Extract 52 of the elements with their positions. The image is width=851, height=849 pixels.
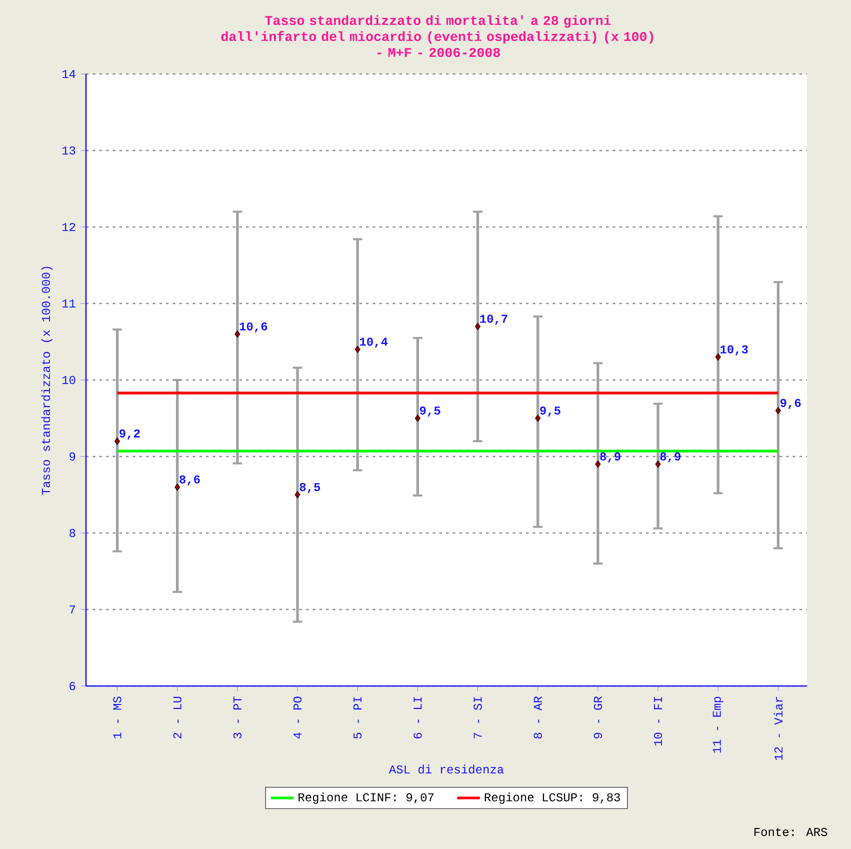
y-tick-label: 14 [62, 70, 76, 78]
x-tick-label: 6 - LI [414, 697, 422, 738]
point [354, 346, 360, 353]
x-tick-label: 2 - LU [173, 696, 182, 738]
point [715, 353, 721, 361]
y-tick-label: 7 [70, 606, 76, 614]
point [775, 406, 781, 414]
chart-subtitle: - M+F - 2006-2008 [377, 48, 500, 58]
y-tick-label: 11 [62, 300, 76, 308]
legend-label: Regione LCINF: 9,07 [298, 792, 434, 804]
data-label: 8,9 [600, 452, 620, 463]
x-tick-label: 11 - Emp [712, 696, 724, 753]
point [595, 460, 601, 468]
x-tick-label: 12 - Viar [774, 697, 783, 760]
x-tick-label: 7 - SI [474, 697, 482, 738]
point [114, 438, 120, 445]
data-label: 9,5 [540, 406, 560, 417]
data-label: 9,6 [780, 398, 801, 409]
y-tick-label: 12 [62, 222, 76, 232]
point [234, 330, 240, 338]
data-label: 8,5 [300, 482, 320, 494]
point [294, 491, 300, 498]
data-label: 8,6 [180, 475, 200, 486]
data-label: 9,2 [120, 429, 140, 440]
data-label: 10,6 [240, 322, 268, 332]
x-tick-label: 4 - PO [293, 696, 302, 739]
data-label: 9,5 [420, 406, 440, 417]
data-label: 10,3 [720, 345, 748, 356]
x-axis-title: ASL di residenza [388, 764, 504, 774]
y-tick-label: 6 [70, 682, 76, 690]
point [474, 322, 481, 330]
x-tick-label: 8 - AR [534, 696, 542, 738]
chart-title: Tasso standardizzato di mortalita' a 28 giorni dall'infarto del miocardio (eventi ospedalizzati) (x 100) [221, 15, 654, 44]
legend-label: Regione LCSUP: 9,83 [484, 792, 620, 804]
y-axis-title: Tasso standardizzato (x 100.000) [41, 266, 52, 495]
point [414, 414, 420, 422]
point [174, 483, 180, 491]
y-tick-label: 9 [70, 452, 76, 461]
y-tick-label: 10 [62, 376, 76, 384]
x-tick-label: 1 - MS [113, 696, 122, 738]
y-tick-label: 13 [62, 146, 76, 155]
x-tick-label: 9 - GR [594, 696, 602, 738]
point [535, 414, 541, 422]
data-label: 10,7 [480, 314, 508, 325]
point [655, 460, 661, 468]
x-tick-label: 5 - PI [354, 697, 362, 738]
data-label: 10,4 [360, 338, 388, 348]
data-label: 8,9 [660, 452, 680, 463]
x-tick-label: 3 - PT [233, 696, 242, 738]
y-tick-label: 8 [70, 528, 76, 538]
source-note: Fonte: ARS [754, 828, 828, 836]
x-tick-label: 10 - FI [654, 697, 662, 746]
